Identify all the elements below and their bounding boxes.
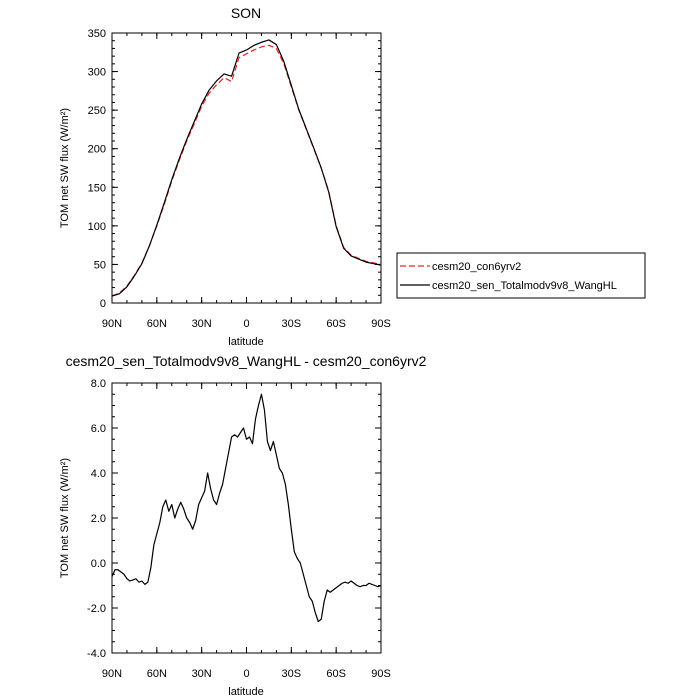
top-y-axis: 0 50 100 150 200 250 300 350	[88, 28, 381, 310]
bottom-y-tick-label: 0.0	[91, 558, 106, 570]
bottom-x-tick-label: 30N	[192, 668, 212, 680]
top-y-tick-label: 300	[88, 67, 106, 79]
top-y-tick-label: 350	[88, 28, 106, 40]
top-x-tick-label: 30N	[192, 318, 212, 330]
top-series-line-0	[111, 44, 382, 297]
bottom-x-tick-label: 30S	[282, 668, 302, 680]
bottom-y-tick-label: 4.0	[91, 468, 106, 480]
top-series-line-1	[111, 39, 382, 297]
legend-label-1: cesm20_sen_Totalmodv9v8_WangHL	[432, 280, 617, 292]
bottom-y-tick-label: 6.0	[91, 423, 106, 435]
bottom-chart-title: cesm20_sen_Totalmodv9v8_WangHL - cesm20_…	[66, 353, 427, 369]
top-chart: SON 0 50 100 150 200 250 300 350 90N 60N 30N 0 30S 6…	[59, 5, 646, 348]
bottom-y-tick-label: -4.0	[87, 648, 106, 660]
top-y-tick-label: 150	[88, 182, 106, 194]
bottom-x-tick-label: 60S	[326, 668, 346, 680]
top-x-tick-label: 90N	[102, 318, 122, 330]
bottom-x-tick-label: 90N	[102, 668, 122, 680]
top-y-tick-label: 250	[88, 105, 106, 117]
top-y-tick-label: 50	[94, 259, 106, 271]
top-x-tick-label: 60N	[147, 318, 167, 330]
top-x-axis-label: latitude	[228, 336, 263, 348]
bottom-x-axis-label: latitude	[228, 686, 263, 698]
top-y-tick-label: 0	[100, 298, 106, 310]
bottom-y-axis: -4.0 -2.0 0.0 2.0 4.0 6.0 8.0	[87, 378, 381, 660]
top-y-tick-label: 200	[88, 144, 106, 156]
top-y-tick-label: 100	[88, 221, 106, 233]
legend-box	[396, 252, 646, 299]
bottom-series-line-0	[111, 393, 382, 623]
legend-label-0: cesm20_con6yrv2	[432, 261, 521, 273]
legend: cesm20_con6yrv2 cesm20_sen_Totalmodv9v8_…	[396, 252, 646, 299]
bottom-x-tick-label: 60N	[147, 668, 167, 680]
bottom-y-tick-label: 2.0	[91, 513, 106, 525]
bottom-x-tick-label: 90S	[371, 668, 391, 680]
top-x-tick-label: 30S	[282, 318, 302, 330]
top-x-tick-label: 0	[243, 318, 249, 330]
top-x-tick-label: 60S	[326, 318, 346, 330]
top-x-tick-label: 90S	[371, 318, 391, 330]
bottom-chart: cesm20_sen_Totalmodv9v8_WangHL - cesm20_…	[59, 353, 427, 698]
bottom-plot-frame	[111, 382, 382, 654]
bottom-y-tick-label: 8.0	[91, 378, 106, 390]
top-chart-title: SON	[231, 5, 261, 21]
top-series-group	[111, 39, 382, 297]
top-plot-frame	[111, 32, 382, 304]
top-x-axis: 90N 60N 30N 0 30S 60S 90S	[102, 33, 391, 330]
top-y-axis-label: TOM net SW flux (W/m²)	[59, 108, 71, 228]
bottom-series-group	[111, 393, 382, 623]
bottom-x-axis: 90N 60N 30N 0 30S 60S 90S	[102, 383, 391, 680]
bottom-x-tick-label: 0	[243, 668, 249, 680]
bottom-y-axis-label: TOM net SW flux (W/m²)	[59, 458, 71, 578]
bottom-y-tick-label: -2.0	[87, 603, 106, 615]
